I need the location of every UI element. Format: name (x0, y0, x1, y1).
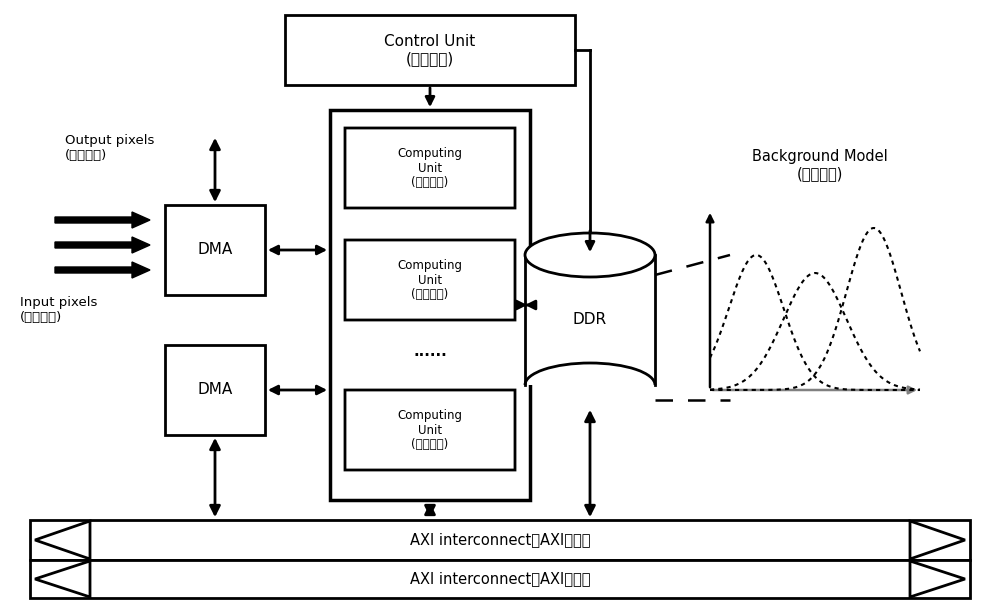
Bar (525, 255, 655, 385)
Text: DMA: DMA (197, 383, 233, 397)
Text: Output pixels
(输出像素): Output pixels (输出像素) (65, 134, 154, 162)
Text: DMA: DMA (197, 242, 233, 258)
Text: Input pixels
(输入像素): Input pixels (输入像素) (20, 296, 97, 324)
Text: AXI interconnect（AXI互联）: AXI interconnect（AXI互联） (410, 533, 590, 547)
FancyArrow shape (35, 521, 90, 559)
Text: Control Unit
(控制单位): Control Unit (控制单位) (384, 34, 476, 66)
Text: DDR: DDR (573, 312, 607, 328)
Text: Computing
Unit
(计算单元): Computing Unit (计算单元) (398, 146, 462, 189)
FancyBboxPatch shape (345, 390, 515, 470)
Text: Computing
Unit
(计算单元): Computing Unit (计算单元) (398, 408, 462, 451)
FancyArrow shape (55, 237, 150, 253)
Bar (330, 110, 530, 500)
Bar (165, 345, 265, 435)
FancyArrow shape (910, 521, 965, 559)
Ellipse shape (525, 233, 655, 277)
FancyArrow shape (35, 561, 90, 597)
FancyBboxPatch shape (345, 240, 515, 320)
Text: ······: ······ (413, 347, 447, 362)
Bar (30, 520, 970, 560)
Bar (30, 560, 970, 598)
FancyArrow shape (910, 561, 965, 597)
Text: Background Model
(背景模型): Background Model (背景模型) (752, 149, 888, 181)
Text: Computing
Unit
(计算单元): Computing Unit (计算单元) (398, 258, 462, 301)
Bar (285, 15, 575, 85)
Bar (165, 205, 265, 295)
FancyArrow shape (55, 212, 150, 228)
FancyBboxPatch shape (345, 128, 515, 208)
Text: AXI interconnect（AXI互联）: AXI interconnect（AXI互联） (410, 571, 590, 587)
FancyArrow shape (55, 262, 150, 278)
